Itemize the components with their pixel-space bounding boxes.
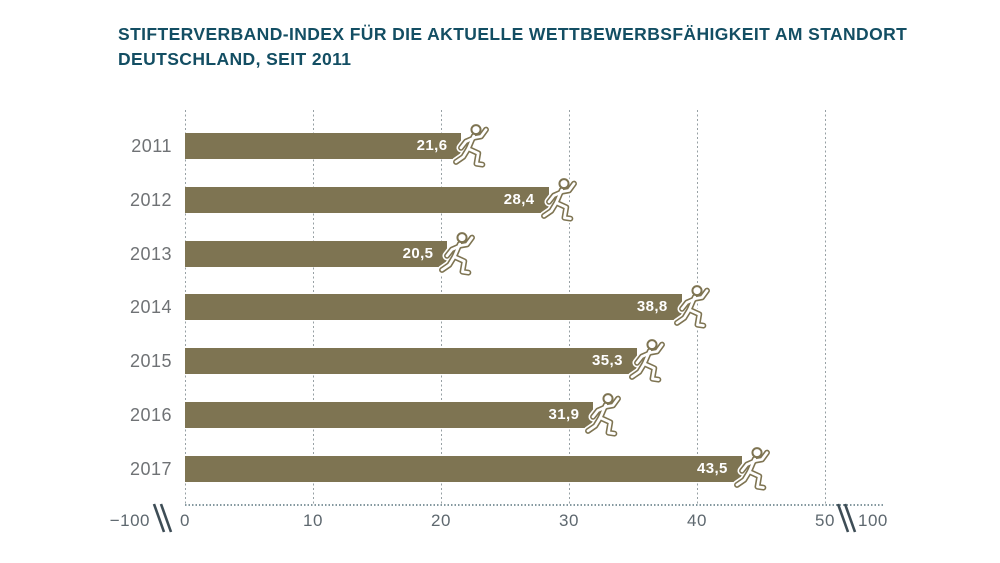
runner-icon bbox=[437, 229, 477, 277]
runner-icon bbox=[672, 283, 712, 331]
year-label-2014: 2014 bbox=[129, 297, 172, 318]
bar-row-2017: 2017 43,5 bbox=[130, 445, 825, 492]
axis-tick-10: 10 bbox=[303, 511, 323, 530]
year-label-2016: 2016 bbox=[129, 405, 172, 425]
runner-icon bbox=[732, 445, 772, 492]
bar-value-2013: 20,5 bbox=[402, 244, 434, 262]
runner-icon-wrap-2017 bbox=[732, 445, 772, 498]
bar-value-2016: 31,9 bbox=[548, 406, 580, 423]
bar-value-2014: 38,8 bbox=[636, 298, 668, 316]
bar-2014: 38,8 bbox=[185, 294, 682, 321]
x-axis-line bbox=[185, 504, 885, 506]
axis-break-right-icon bbox=[836, 503, 857, 533]
bar-row-2012: 2012 28,4 bbox=[130, 176, 825, 223]
bar-2015: 35,3 bbox=[185, 348, 637, 375]
chart-title-line2: DEUTSCHLAND, SEIT 2011 bbox=[118, 49, 352, 69]
runner-icon bbox=[627, 337, 667, 385]
gridline-50 bbox=[825, 110, 826, 504]
bar-row-2014: 2014 38,8 bbox=[130, 283, 825, 331]
bar-2016: 31,9 bbox=[185, 402, 594, 428]
bar-value-2012: 28,4 bbox=[503, 190, 535, 208]
year-label-2012: 2012 bbox=[129, 189, 172, 210]
bar-row-2016: 2016 31,9 bbox=[130, 391, 825, 439]
axis-tick-0: 0 bbox=[180, 511, 190, 530]
runner-icon-wrap-2013 bbox=[437, 229, 477, 283]
runner-icon-wrap-2015 bbox=[627, 337, 667, 390]
year-label-2015: 2015 bbox=[129, 351, 172, 372]
runner-icon bbox=[451, 122, 492, 170]
axis-tick-30: 30 bbox=[559, 511, 579, 530]
bar-row-2011: 2011 21,6 bbox=[131, 122, 825, 170]
axis-tick-20: 20 bbox=[431, 511, 451, 530]
chart-title-line1: STIFTERVERBAND-INDEX FÜR DIE AKTUELLE WE… bbox=[118, 24, 908, 44]
axis-label-minus100: −100 bbox=[109, 511, 150, 530]
chart-title: STIFTERVERBAND-INDEX FÜR DIE AKTUELLE WE… bbox=[118, 22, 907, 72]
axis-break-left-icon bbox=[152, 503, 173, 533]
year-label-2017: 2017 bbox=[129, 458, 172, 479]
plot-area: 2011 21,6 2012 28,4 2013 20,5 2014 38,8 2015 35,3… bbox=[130, 110, 826, 504]
runner-icon-wrap-2016 bbox=[583, 391, 623, 444]
axis-tick-40: 40 bbox=[687, 511, 707, 530]
axis-label-plus100: 100 bbox=[858, 511, 888, 530]
bar-2011: 21,6 bbox=[185, 133, 462, 159]
bar-row-2013: 2013 20,5 bbox=[130, 229, 825, 277]
bar-value-2011: 21,6 bbox=[416, 137, 448, 154]
bar-value-2017: 43,5 bbox=[697, 459, 728, 477]
runner-icon-wrap-2014 bbox=[672, 283, 712, 336]
bar-2017: 43,5 bbox=[185, 455, 742, 482]
axis-tick-50: 50 bbox=[815, 511, 835, 530]
bar-2013: 20,5 bbox=[185, 240, 448, 267]
runner-icon bbox=[583, 391, 623, 439]
bar-row-2015: 2015 35,3 bbox=[130, 337, 825, 385]
year-label-2013: 2013 bbox=[129, 243, 172, 264]
gridline-40 bbox=[697, 110, 698, 504]
runner-icon-wrap-2012 bbox=[538, 176, 579, 229]
runner-icon-wrap-2011 bbox=[451, 122, 492, 175]
runner-icon bbox=[538, 176, 579, 223]
year-label-2011: 2011 bbox=[131, 136, 172, 156]
bar-value-2015: 35,3 bbox=[592, 352, 623, 370]
bar-2012: 28,4 bbox=[185, 186, 549, 213]
